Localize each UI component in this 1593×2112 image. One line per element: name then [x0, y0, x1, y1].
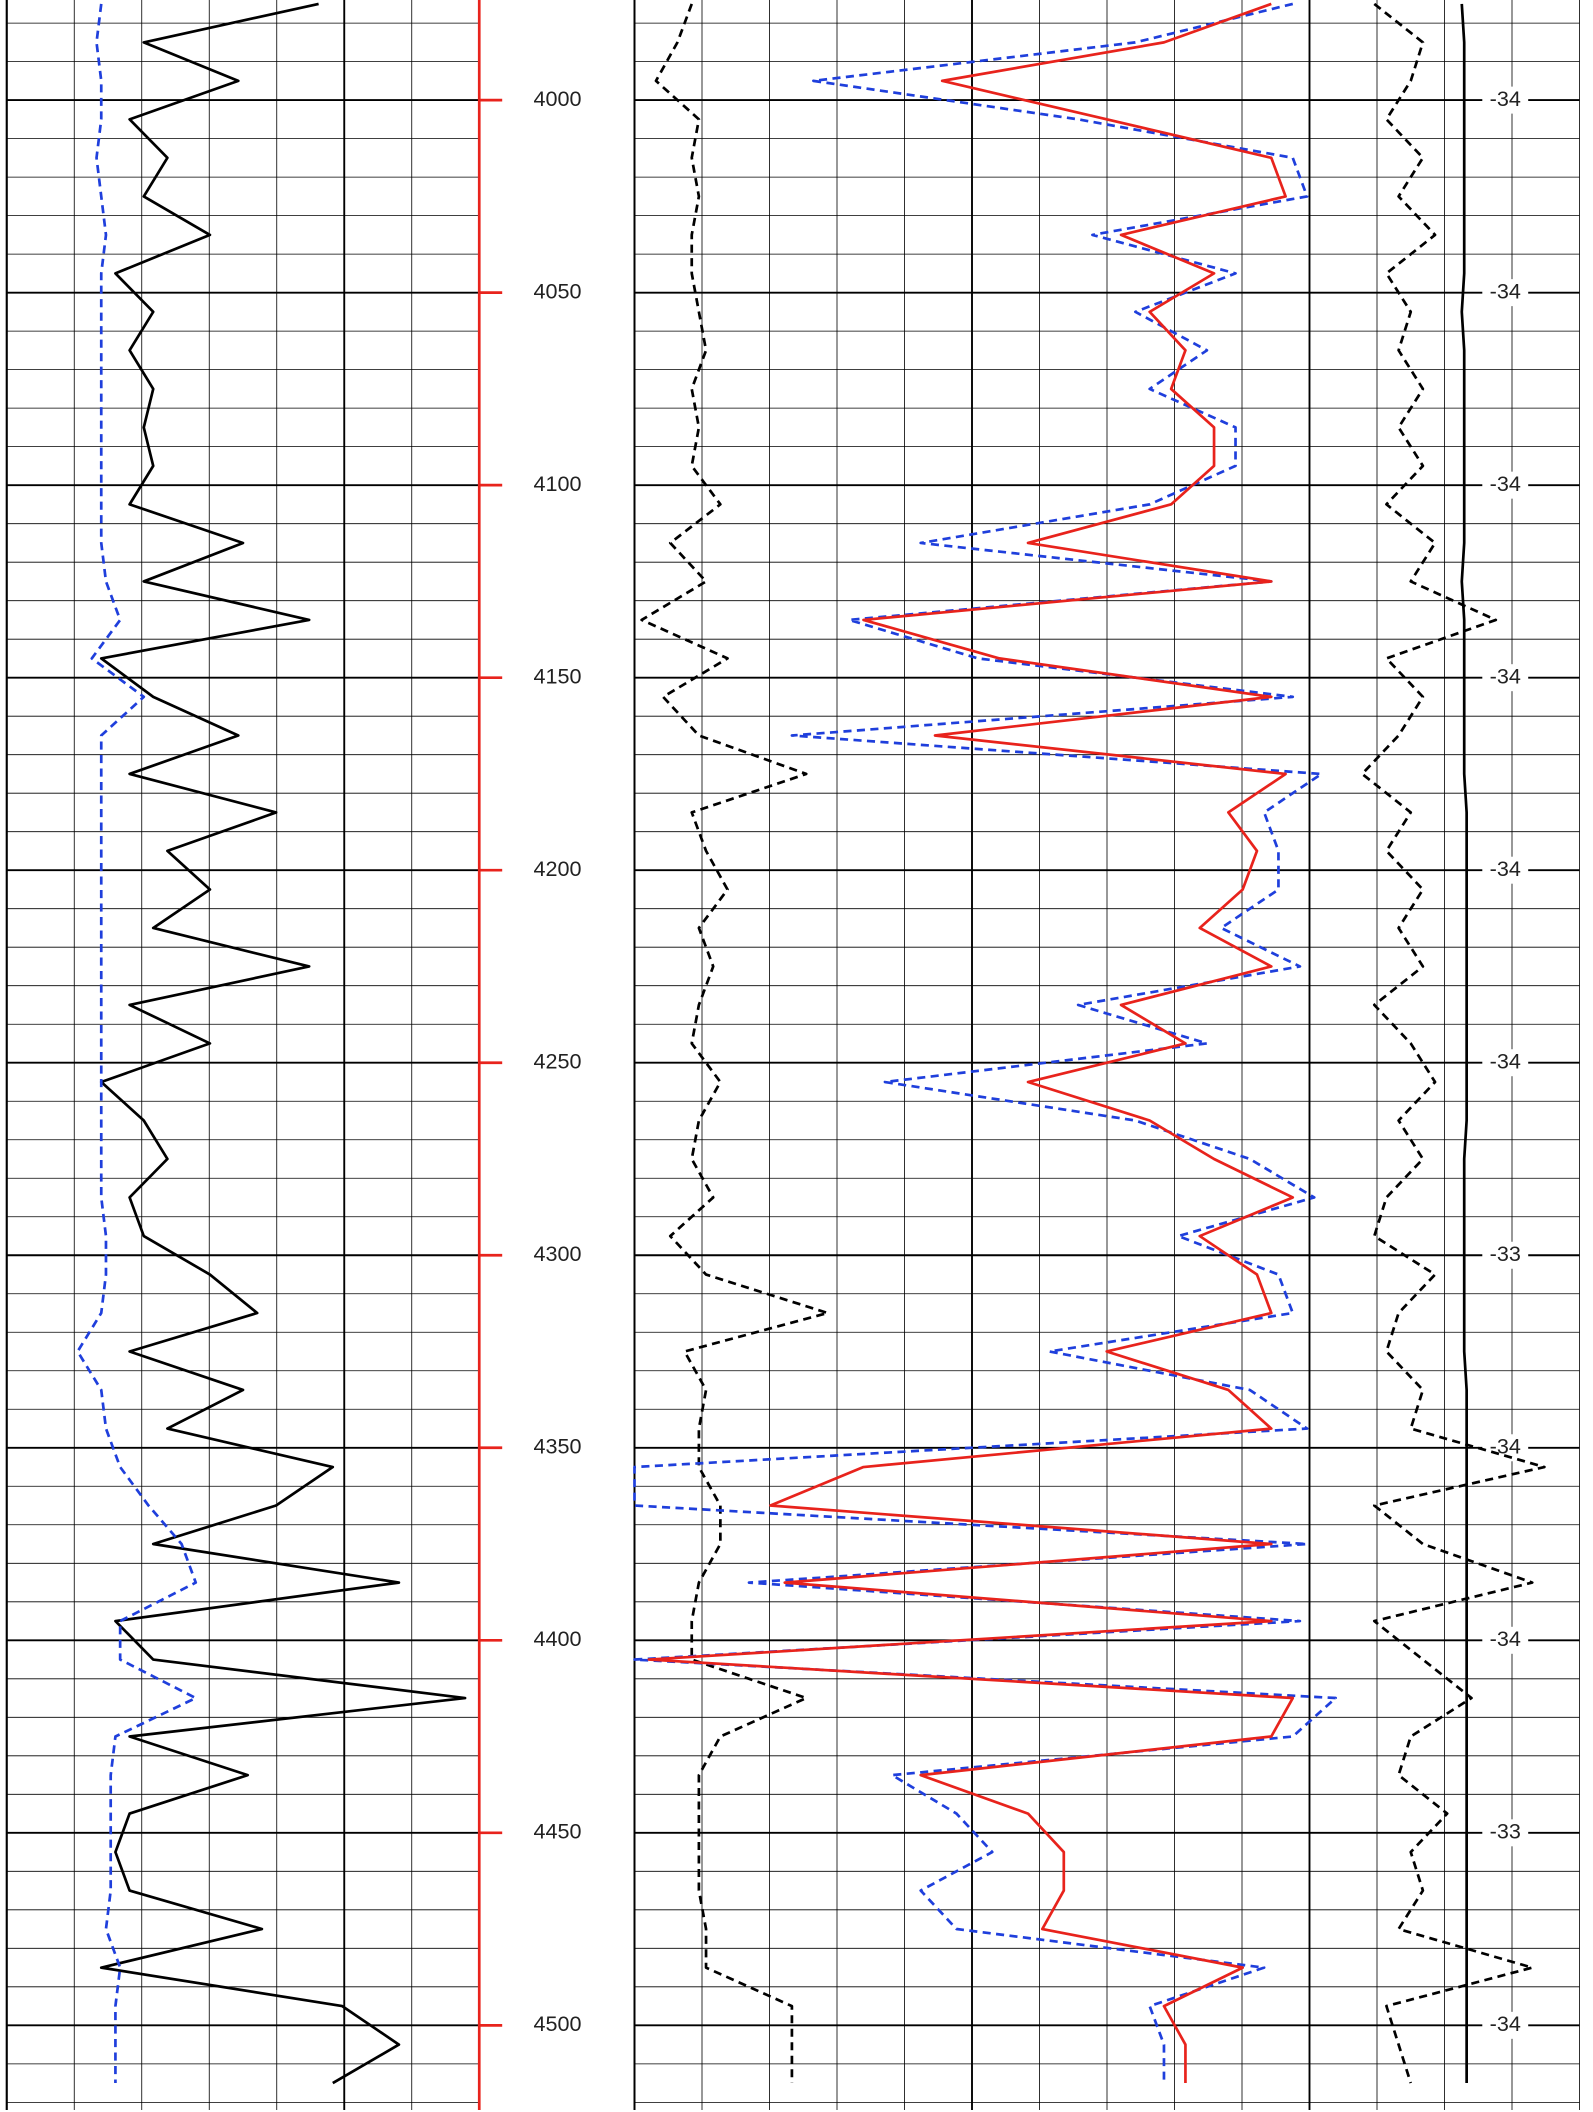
depth-label: 4300 — [534, 1241, 582, 1266]
track-label: -34 — [1490, 856, 1521, 881]
log-curve — [1460, 3, 1468, 2084]
log-curve — [99, 2, 467, 2085]
track-label: -33 — [1490, 1819, 1521, 1844]
depth-label: 4100 — [534, 471, 582, 496]
track-label: -34 — [1490, 1626, 1521, 1651]
log-curve — [647, 2, 1295, 2084]
depth-label: 4350 — [534, 1433, 582, 1458]
label-bg — [1482, 1049, 1529, 1077]
label-bg — [1482, 471, 1529, 499]
label-bg — [1482, 1241, 1529, 1269]
depth-label: 4050 — [534, 278, 582, 303]
label-bg — [1482, 279, 1529, 307]
depth-label: 4000 — [534, 86, 582, 111]
label-bg — [1482, 1626, 1529, 1654]
depth-label: 4450 — [534, 1819, 582, 1844]
label-bg — [1482, 1819, 1529, 1847]
label-bg — [1482, 664, 1529, 692]
label-bg — [1482, 86, 1529, 114]
depth-label: 4200 — [534, 856, 582, 881]
track-label: -34 — [1490, 2011, 1521, 2036]
log-plot: 4000 -34 4050 -34 4100 -34 4150 -34 4200 -34 4250 -… — [5, 0, 1580, 2111]
label-bg — [1482, 856, 1529, 884]
track-label: -34 — [1490, 471, 1521, 496]
track-label: -34 — [1490, 278, 1521, 303]
log-curve — [640, 3, 830, 2084]
log-curve — [76, 3, 198, 2084]
track-label: -34 — [1490, 1048, 1521, 1073]
track-label: -34 — [1490, 86, 1521, 111]
depth-label: 4400 — [534, 1626, 582, 1651]
track-label: -34 — [1490, 663, 1521, 688]
track-label: -33 — [1490, 1241, 1521, 1266]
log-curve — [633, 2, 1338, 2084]
depth-label: 4250 — [534, 1048, 582, 1073]
label-bg — [1482, 2011, 1529, 2039]
track-label: -34 — [1490, 1433, 1521, 1458]
log-curve — [1360, 2, 1546, 2084]
depth-label: 4150 — [534, 663, 582, 688]
depth-label: 4500 — [534, 2011, 582, 2036]
